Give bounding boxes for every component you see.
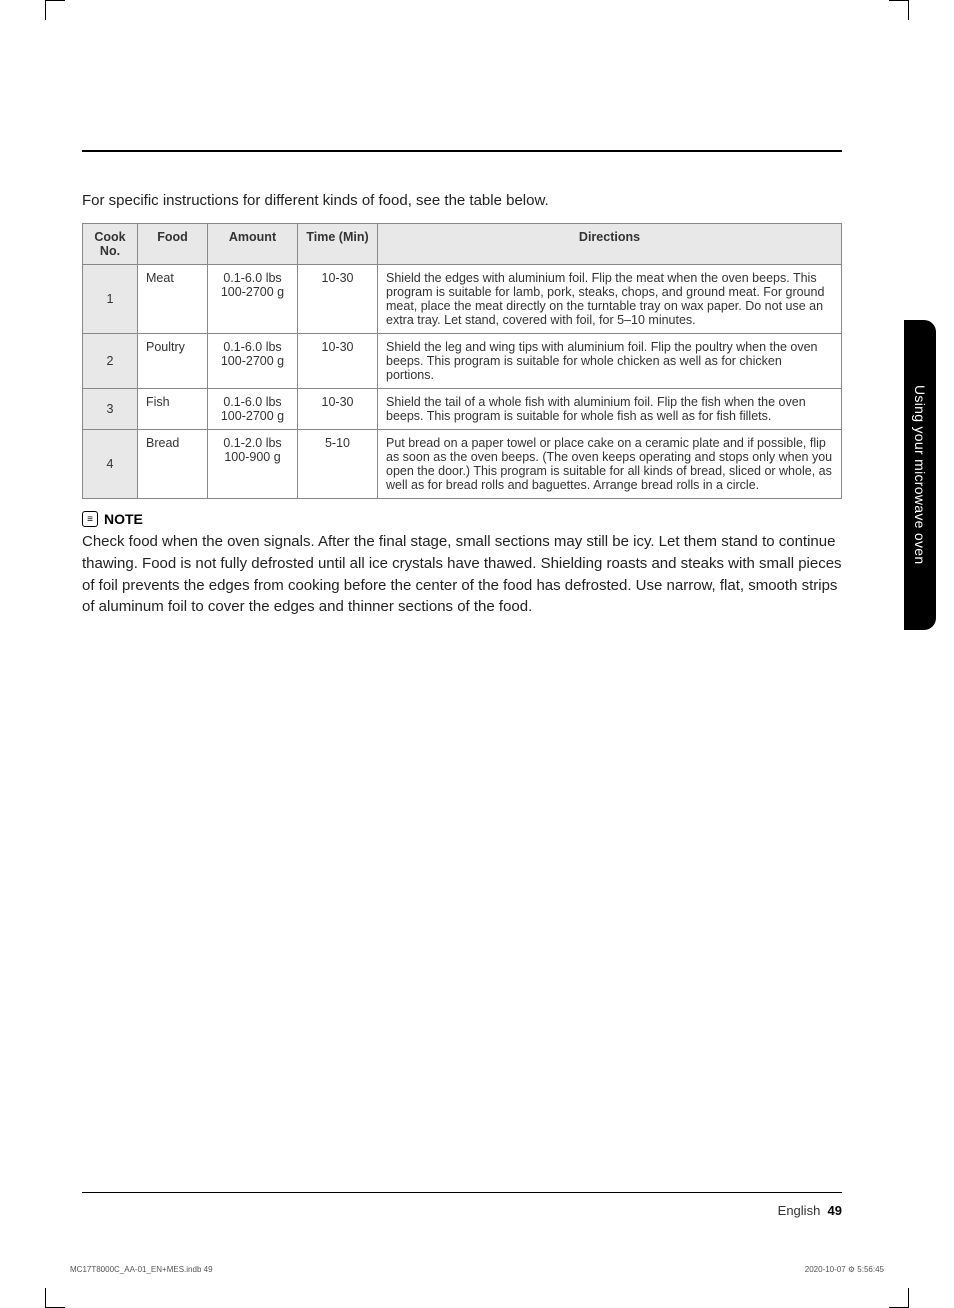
side-tab-label: Using your microwave oven xyxy=(912,385,928,564)
th-amount: Amount xyxy=(208,224,298,265)
top-rule xyxy=(82,150,842,152)
note-text: Check food when the oven signals. After … xyxy=(82,531,842,618)
th-cookno: Cook No. xyxy=(83,224,138,265)
cell-amount: 0.1-2.0 lbs 100-900 g xyxy=(208,430,298,499)
cell-food: Fish xyxy=(138,389,208,430)
footer-meta-left: MC17T8000C_AA-01_EN+MES.indb 49 xyxy=(70,1265,213,1274)
cell-amount: 0.1-6.0 lbs 100-2700 g xyxy=(208,334,298,389)
table-row: 2 Poultry 0.1-6.0 lbs 100-2700 g 10-30 S… xyxy=(83,334,842,389)
footer-lang: English xyxy=(778,1203,821,1218)
cell-time: 10-30 xyxy=(298,265,378,334)
table-row: 1 Meat 0.1-6.0 lbs 100-2700 g 10-30 Shie… xyxy=(83,265,842,334)
crop-mark xyxy=(908,0,909,20)
footer-rule xyxy=(82,1192,842,1193)
side-tab: Using your microwave oven xyxy=(904,320,936,630)
intro-text: For specific instructions for different … xyxy=(82,192,842,209)
cell-no: 1 xyxy=(83,265,138,334)
cell-directions: Put bread on a paper towel or place cake… xyxy=(378,430,842,499)
th-directions: Directions xyxy=(378,224,842,265)
note-label: NOTE xyxy=(104,511,143,527)
footer-text: English 49 xyxy=(778,1203,842,1218)
table-row: 4 Bread 0.1-2.0 lbs 100-900 g 5-10 Put b… xyxy=(83,430,842,499)
note-icon: ≡ xyxy=(82,511,98,527)
cell-no: 4 xyxy=(83,430,138,499)
cell-time: 10-30 xyxy=(298,389,378,430)
cell-time: 5-10 xyxy=(298,430,378,499)
table-row: 3 Fish 0.1-6.0 lbs 100-2700 g 10-30 Shie… xyxy=(83,389,842,430)
th-time: Time (Min) xyxy=(298,224,378,265)
crop-mark xyxy=(908,1288,909,1308)
crop-mark xyxy=(889,0,909,1)
th-food: Food xyxy=(138,224,208,265)
cell-directions: Shield the tail of a whole fish with alu… xyxy=(378,389,842,430)
cell-directions: Shield the leg and wing tips with alumin… xyxy=(378,334,842,389)
cell-no: 2 xyxy=(83,334,138,389)
note-heading: ≡ NOTE xyxy=(82,511,842,527)
cell-food: Bread xyxy=(138,430,208,499)
crop-mark xyxy=(45,0,46,20)
footer-page: 49 xyxy=(828,1203,842,1218)
cell-amount: 0.1-6.0 lbs 100-2700 g xyxy=(208,389,298,430)
crop-mark xyxy=(45,1288,46,1308)
crop-mark xyxy=(45,0,65,1)
page-content: For specific instructions for different … xyxy=(82,150,842,618)
cell-food: Poultry xyxy=(138,334,208,389)
cell-no: 3 xyxy=(83,389,138,430)
cell-food: Meat xyxy=(138,265,208,334)
cook-table: Cook No. Food Amount Time (Min) Directio… xyxy=(82,223,842,499)
cell-amount: 0.1-6.0 lbs 100-2700 g xyxy=(208,265,298,334)
footer-meta-right: 2020-10-07 ⚙ 5:56:45 xyxy=(805,1265,884,1274)
cell-time: 10-30 xyxy=(298,334,378,389)
cell-directions: Shield the edges with aluminium foil. Fl… xyxy=(378,265,842,334)
